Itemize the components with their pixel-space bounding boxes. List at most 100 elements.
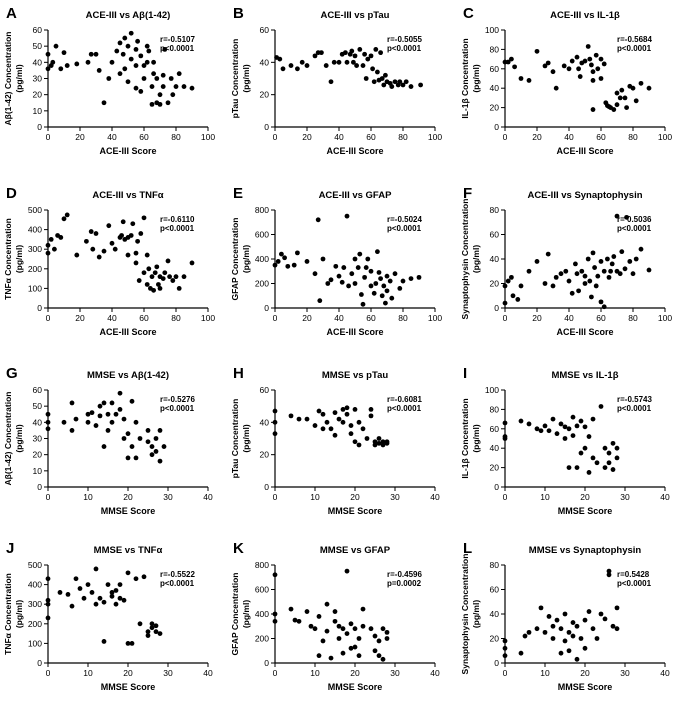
data-point — [598, 56, 604, 62]
y-tick-label: 200 — [28, 264, 42, 274]
y-axis-label-units: (pg/ml) — [471, 424, 481, 452]
data-point — [93, 423, 99, 428]
data-point — [73, 576, 79, 582]
x-axis-label: MMSE Score — [101, 506, 156, 516]
x-tick-label: 80 — [398, 313, 408, 323]
data-point — [320, 256, 326, 262]
data-point — [562, 424, 568, 430]
y-tick-label: 0 — [37, 122, 42, 132]
x-tick-label: 0 — [46, 313, 51, 323]
data-point — [379, 76, 385, 81]
y-tick-label: 0 — [494, 303, 499, 313]
x-tick-label: 30 — [620, 668, 630, 678]
data-point — [144, 59, 150, 65]
data-point — [558, 650, 564, 656]
data-point — [280, 66, 286, 72]
x-tick-label: 0 — [273, 668, 278, 678]
data-point — [181, 274, 187, 280]
y-axis-label-line: pTau Concentration — [230, 399, 240, 479]
x-tick-label: 100 — [428, 313, 442, 323]
data-point — [165, 100, 171, 106]
p-value: p<0.0001 — [617, 44, 652, 53]
r-value: r=-0.6110 — [160, 215, 195, 224]
r-value: r=-0.5743 — [617, 395, 652, 404]
y-tick-label: 60 — [490, 585, 500, 595]
data-point — [579, 268, 585, 274]
data-point — [320, 426, 326, 432]
data-point — [89, 410, 95, 416]
data-point — [331, 59, 337, 65]
panel-letter: L — [463, 540, 472, 557]
r-value: r=-0.5684 — [617, 35, 652, 44]
y-axis-label: GFAP Concentration (pg/ml) — [230, 218, 251, 301]
x-tick-label: 0 — [273, 492, 278, 502]
data-point — [505, 59, 511, 65]
data-point — [574, 271, 580, 277]
data-point — [133, 85, 139, 91]
y-axis-label-line: IL-1β Concentration — [460, 398, 470, 478]
data-point — [315, 217, 321, 223]
y-tick-label: 400 — [28, 580, 42, 590]
data-point — [518, 418, 524, 424]
data-point — [133, 47, 139, 52]
chart-title: ACE-III vs Synaptophysin — [527, 190, 642, 201]
y-tick-label: 100 — [485, 385, 499, 395]
r-value: r=-0.5055 — [387, 35, 422, 44]
data-point — [354, 63, 359, 68]
data-point — [272, 611, 278, 617]
data-point — [598, 611, 604, 617]
data-point — [84, 238, 89, 244]
data-point — [545, 251, 551, 257]
data-point — [562, 638, 568, 644]
data-point — [577, 74, 583, 79]
p-value: p<0.0001 — [617, 404, 652, 413]
data-point — [355, 265, 361, 270]
data-point — [383, 300, 388, 306]
data-point — [160, 72, 166, 78]
data-point — [120, 219, 126, 225]
x-tick-label: 60 — [596, 132, 606, 142]
data-point — [136, 278, 142, 283]
data-point — [340, 650, 346, 656]
data-point — [101, 248, 107, 254]
data-point — [360, 301, 366, 307]
data-point — [614, 605, 620, 611]
data-point — [65, 592, 71, 597]
data-point — [384, 636, 390, 641]
data-point — [614, 445, 620, 451]
data-point — [381, 82, 387, 88]
data-point — [594, 636, 600, 641]
x-tick-label: 0 — [503, 132, 508, 142]
y-tick-label: 0 — [494, 658, 499, 668]
data-point — [368, 268, 374, 274]
data-point — [117, 390, 123, 396]
panel-H: H MMSE vs pTau 0 10 20 30 40 0 20 40 60 MMSE Score p… — [230, 365, 440, 516]
data-point — [352, 53, 358, 59]
data-point — [272, 419, 278, 425]
data-point — [117, 40, 123, 46]
r-value: r=-0.5522 — [160, 570, 195, 579]
data-point — [502, 638, 508, 644]
data-point — [133, 576, 139, 582]
data-point — [622, 95, 628, 101]
data-point — [144, 43, 150, 49]
data-point — [605, 256, 610, 262]
data-point — [141, 76, 147, 81]
p-value: p<0.0001 — [160, 224, 195, 233]
data-point — [144, 282, 150, 287]
data-point — [349, 48, 355, 54]
data-point — [277, 56, 283, 62]
data-point — [502, 283, 508, 289]
data-point — [558, 271, 564, 277]
data-point — [594, 460, 600, 466]
data-point — [601, 61, 607, 67]
data-point — [48, 237, 54, 242]
data-point — [324, 419, 330, 425]
data-point — [538, 428, 544, 434]
y-tick-label: 40 — [490, 609, 500, 619]
chart-title: MMSE vs TNFα — [94, 545, 163, 556]
y-axis-label-line: TNFα Concentration — [3, 218, 13, 300]
data-point — [154, 264, 160, 270]
panel-letter: D — [6, 185, 17, 202]
data-point — [149, 621, 155, 627]
